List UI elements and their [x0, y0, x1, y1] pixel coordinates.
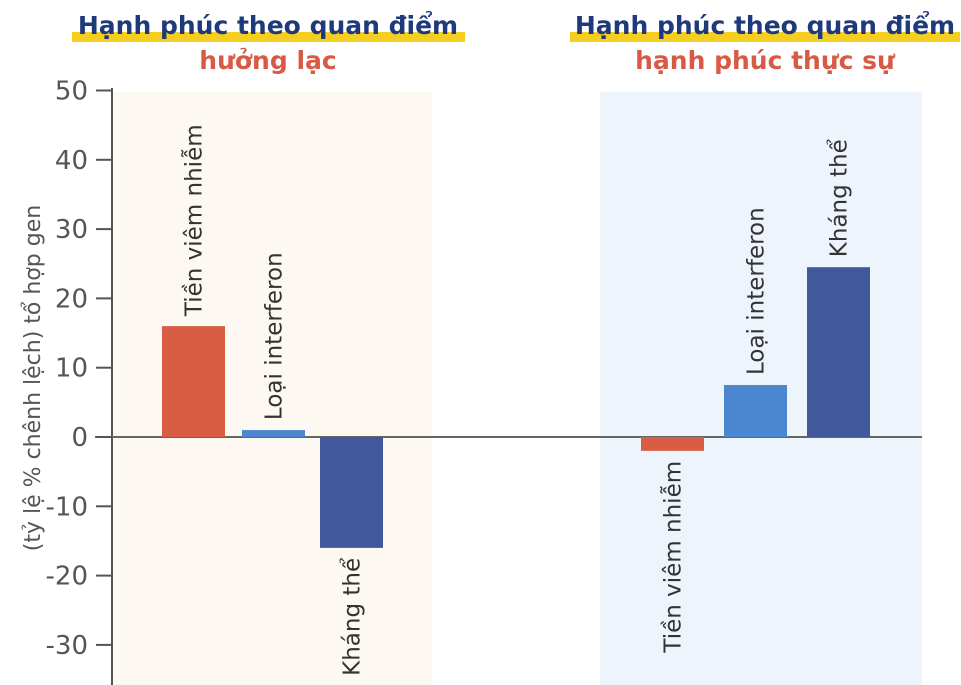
- y-tick-label: -10: [46, 492, 88, 522]
- bar-eudaimonic-loai-interferon: [724, 385, 787, 437]
- panel-title-right: Hạnh phúc theo quan điểm: [575, 10, 955, 40]
- bar-label-eudaimonic-loai-interferon: Loại interferon: [744, 207, 770, 375]
- title-highlight-right: [570, 32, 960, 42]
- y-tick-label: 0: [71, 423, 88, 453]
- bar-hedonic-tien-viem-nhiem: [162, 326, 225, 437]
- y-tick-label: 30: [55, 215, 88, 245]
- bar-eudaimonic-khang-the: [807, 267, 870, 437]
- y-tick-label: 50: [55, 77, 88, 107]
- bar-label-hedonic-loai-interferon: Loại interferon: [262, 252, 288, 420]
- bar-hedonic-loai-interferon: [242, 430, 305, 437]
- y-tick-label: 20: [55, 284, 88, 314]
- bar-label-hedonic-khang-the: Kháng thể: [340, 558, 366, 676]
- bar-label-eudaimonic-khang-the: Kháng thể: [827, 139, 853, 257]
- bar-label-hedonic-tien-viem-nhiem: Tiền viêm nhiễm: [180, 124, 208, 317]
- y-tick-label: -30: [46, 631, 88, 661]
- bar-eudaimonic-tien-viem-nhiem: [641, 437, 704, 451]
- y-tick-label: 10: [55, 354, 88, 384]
- panel-title-left: Hạnh phúc theo quan điểm: [78, 10, 458, 40]
- bar-hedonic-khang-the: [320, 437, 383, 548]
- panel-subtitle-right: hạnh phúc thực sự: [635, 46, 896, 75]
- y-axis-ticks: 50 40 30 20 10 0 -10 -20 -30: [46, 77, 112, 661]
- panel-subtitle-left: hưởng lạc: [199, 46, 336, 75]
- title-highlight-left: [72, 32, 465, 42]
- y-tick-label: -20: [46, 562, 88, 592]
- y-tick-label: 40: [55, 146, 88, 176]
- bar-label-eudaimonic-tien-viem-nhiem: Tiền viêm nhiễm: [659, 461, 687, 654]
- y-axis-label: (tỷ lệ % chênh lệch) tổ hợp gen: [21, 205, 46, 551]
